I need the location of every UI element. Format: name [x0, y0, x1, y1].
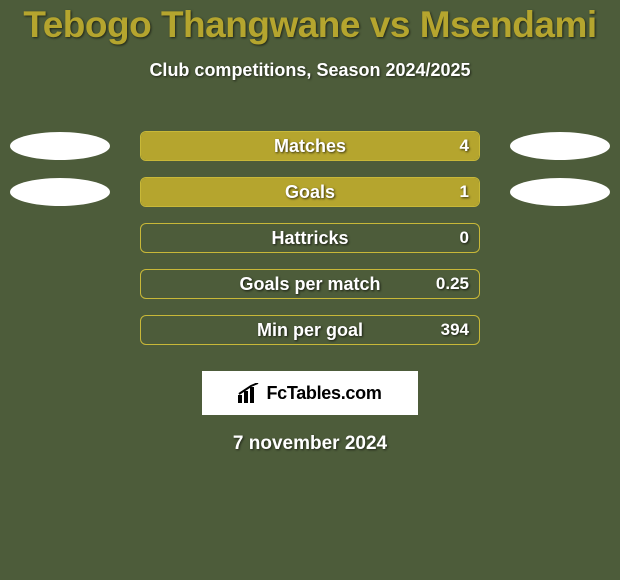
player-ellipse-right	[510, 178, 610, 206]
stat-value: 0	[460, 224, 469, 252]
stat-label: Matches	[141, 132, 479, 160]
brand-text: FcTables.com	[266, 383, 381, 404]
brand-badge: FcTables.com	[202, 371, 418, 415]
stats-comparison-card: Tebogo Thangwane vs Msendami Club compet…	[0, 0, 620, 580]
stat-label: Goals	[141, 178, 479, 206]
stat-row: Matches4	[0, 123, 620, 169]
stat-bar: Goals per match0.25	[140, 269, 480, 299]
player-ellipse-left	[10, 132, 110, 160]
stat-label: Min per goal	[141, 316, 479, 344]
stat-bar: Min per goal394	[140, 315, 480, 345]
stat-label: Goals per match	[141, 270, 479, 298]
date-text: 7 november 2024	[0, 433, 620, 455]
stat-row: Goals per match0.25	[0, 261, 620, 307]
stat-row: Goals1	[0, 169, 620, 215]
stat-label: Hattricks	[141, 224, 479, 252]
subtitle: Club competitions, Season 2024/2025	[0, 60, 620, 81]
player-ellipse-left	[10, 178, 110, 206]
stat-bar: Hattricks0	[140, 223, 480, 253]
stat-value: 0.25	[436, 270, 469, 298]
player-ellipse-right	[510, 132, 610, 160]
stat-value: 1	[460, 178, 469, 206]
stat-row: Min per goal394	[0, 307, 620, 353]
brand-chart-icon	[238, 383, 260, 403]
page-title: Tebogo Thangwane vs Msendami	[0, 4, 620, 46]
stat-value: 394	[441, 316, 469, 344]
stat-bar: Goals1	[140, 177, 480, 207]
stat-rows: Matches4Goals1Hattricks0Goals per match0…	[0, 123, 620, 353]
stat-bar: Matches4	[140, 131, 480, 161]
stat-row: Hattricks0	[0, 215, 620, 261]
stat-value: 4	[460, 132, 469, 160]
